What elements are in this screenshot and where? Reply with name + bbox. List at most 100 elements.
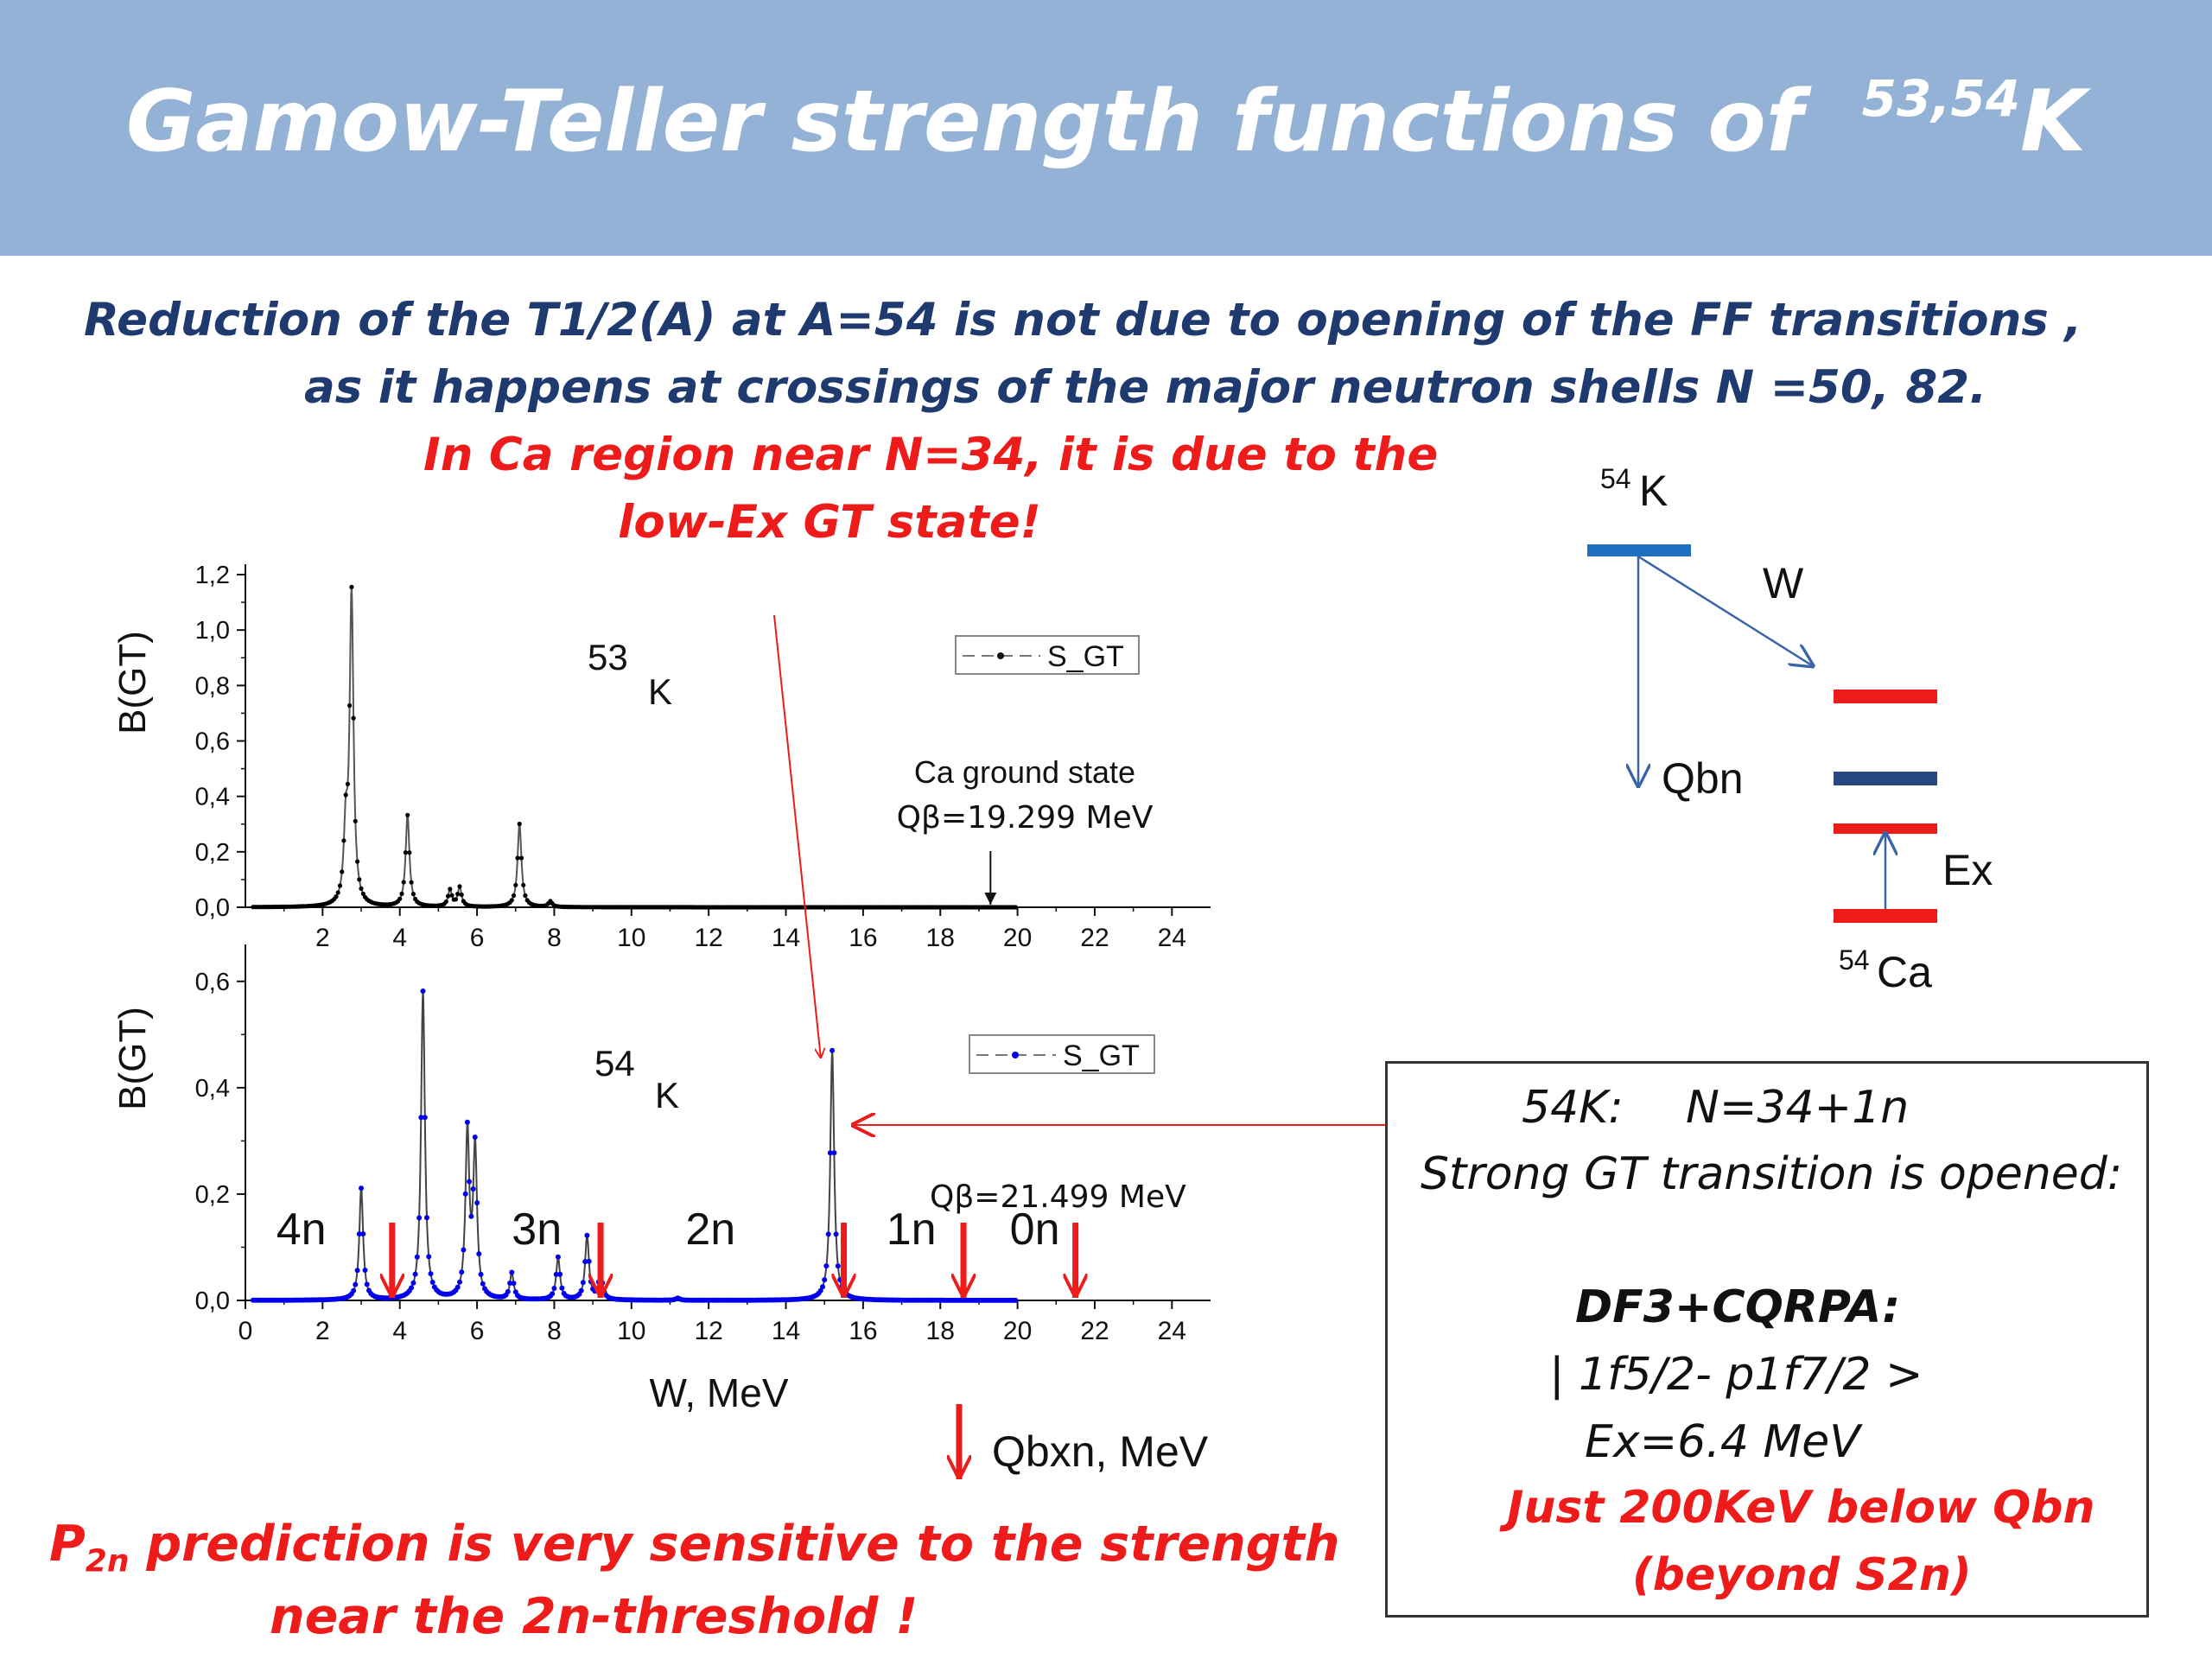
x-tick-label: 18	[926, 924, 955, 952]
data-point	[517, 821, 522, 827]
level-diagram: 54 K W Qbn Ex 54 Ca	[1587, 463, 1993, 996]
x-tick-label: 16	[849, 1317, 877, 1345]
data-point	[360, 1231, 366, 1236]
info-nucleus: 54K:	[1522, 1082, 1624, 1134]
daughter-ground-level	[1834, 909, 1937, 923]
y-tick-label: 0,0	[195, 1287, 230, 1315]
info-excitation-energy: Ex=6.4 MeV	[1585, 1416, 1860, 1468]
conclusion-line-1: P2n prediction is very sensitive to the …	[49, 1516, 1339, 1579]
x-tick-label: 10	[617, 1317, 645, 1345]
chart-53k: 2 4 6 8 10 12 14 16 18 20 22 240,00,20,40,60,81,01,…	[111, 562, 1211, 952]
data-point	[414, 1254, 420, 1260]
data-point	[449, 893, 454, 898]
data-point	[825, 1231, 831, 1237]
conclusion-line-2: near the 2n-threshold !	[270, 1588, 918, 1645]
x-tick-label: 14	[772, 1317, 800, 1345]
parent-level	[1587, 544, 1691, 556]
data-point	[347, 702, 353, 709]
data-point	[468, 1213, 474, 1219]
data-point	[518, 855, 524, 861]
y-tick-label: 0,4	[195, 784, 230, 811]
data-point	[550, 1291, 556, 1297]
data-point	[823, 1263, 830, 1269]
data-point	[409, 880, 414, 885]
x-tick-label: 20	[1003, 924, 1032, 952]
x-tick-label: 24	[1158, 1317, 1186, 1345]
daughter-element: Ca	[1877, 948, 1932, 996]
neutron-channel-labels: 4n 3n 2n 1n 0n	[276, 1205, 1060, 1255]
claim-line-2: low-Ex GT state!	[618, 496, 1041, 549]
data-point	[412, 1271, 418, 1277]
data-point	[401, 880, 406, 885]
x-tick-label: 4	[392, 924, 407, 952]
neutron-channel-1n: 1n	[887, 1205, 937, 1255]
y-tick-label: 0,6	[195, 728, 230, 756]
data-point	[1013, 905, 1018, 910]
annotation-q-beta-top: Qβ=19.299 MeV	[897, 800, 1154, 836]
legend-bottom: S_GT	[969, 1034, 1155, 1074]
title-main: Gamow-Teller strength functions of	[125, 73, 1803, 171]
parent-mass-number: 54	[1600, 463, 1631, 494]
data-point	[472, 1135, 478, 1140]
qbxn-legend-label: Qbxn, MeV	[992, 1427, 1209, 1476]
data-point	[582, 1259, 588, 1265]
data-point	[349, 584, 354, 590]
x-tick-label: 0	[238, 1317, 253, 1345]
data-point	[343, 792, 348, 798]
ex-label: Ex	[1942, 846, 1993, 894]
w-label: W	[1763, 559, 1804, 607]
qbn-label: Qbn	[1662, 754, 1744, 803]
data-point	[426, 1254, 432, 1260]
data-point	[407, 850, 412, 855]
claim-line-1: In Ca region near N=34, it is due to the	[423, 429, 1439, 481]
data-point	[580, 1280, 586, 1286]
nucleus-mass-53: 53	[588, 637, 628, 677]
data-point	[340, 869, 345, 874]
x-tick-label: 16	[849, 924, 877, 952]
data-point	[553, 1271, 559, 1277]
data-point	[467, 1179, 473, 1185]
info-configuration: | 1f5/2- p1f7/2 >	[1549, 1349, 1923, 1401]
data-point	[480, 1281, 486, 1287]
daughter-level-excited	[1834, 823, 1937, 834]
neutron-channel-0n: 0n	[1010, 1205, 1060, 1255]
data-point	[354, 1268, 360, 1274]
neutron-channel-4n: 4n	[276, 1205, 327, 1255]
title-mass-number: 53,54	[1861, 69, 2021, 129]
data-point	[422, 1115, 428, 1121]
data-point	[464, 1119, 470, 1125]
data-point	[454, 1284, 461, 1290]
data-point	[399, 891, 404, 896]
data-point	[418, 1115, 424, 1121]
data-point	[555, 1254, 561, 1260]
info-below-qbn: Just 200KeV below Qbn	[1507, 1482, 2095, 1534]
x-tick-label: 4	[392, 1317, 407, 1345]
data-point	[397, 896, 403, 901]
parent-element: K	[1639, 467, 1668, 515]
data-point	[353, 1281, 359, 1287]
y-tick-label: 0,2	[195, 839, 230, 867]
axes-top: 2 4 6 8 10 12 14 16 18 20 22 240,00,20,40,60,81,01,…	[195, 562, 1211, 952]
data-point	[364, 1281, 370, 1287]
daughter-level-gt-state	[1834, 772, 1937, 785]
data-point	[446, 893, 451, 899]
w-arrow	[1637, 555, 1815, 667]
data-point	[835, 1263, 841, 1269]
legend-label-top: S_GT	[1047, 640, 1124, 673]
x-tick-label: 6	[470, 1317, 485, 1345]
x-tick-label: 12	[694, 924, 722, 952]
x-tick-label: 10	[617, 924, 645, 952]
data-point	[462, 1191, 468, 1197]
data-point	[428, 1271, 434, 1277]
data-point	[559, 1285, 565, 1291]
y-tick-label: 0,8	[195, 672, 230, 700]
info-beyond-s2n: (beyond S2n)	[1632, 1549, 1972, 1601]
info-model: DF3+CQRPA:	[1575, 1281, 1901, 1333]
data-point	[586, 1258, 592, 1264]
data-point	[511, 1281, 517, 1287]
data-point	[353, 818, 358, 823]
data-point	[443, 899, 448, 905]
data-point	[405, 812, 410, 817]
data-point	[509, 1269, 515, 1275]
